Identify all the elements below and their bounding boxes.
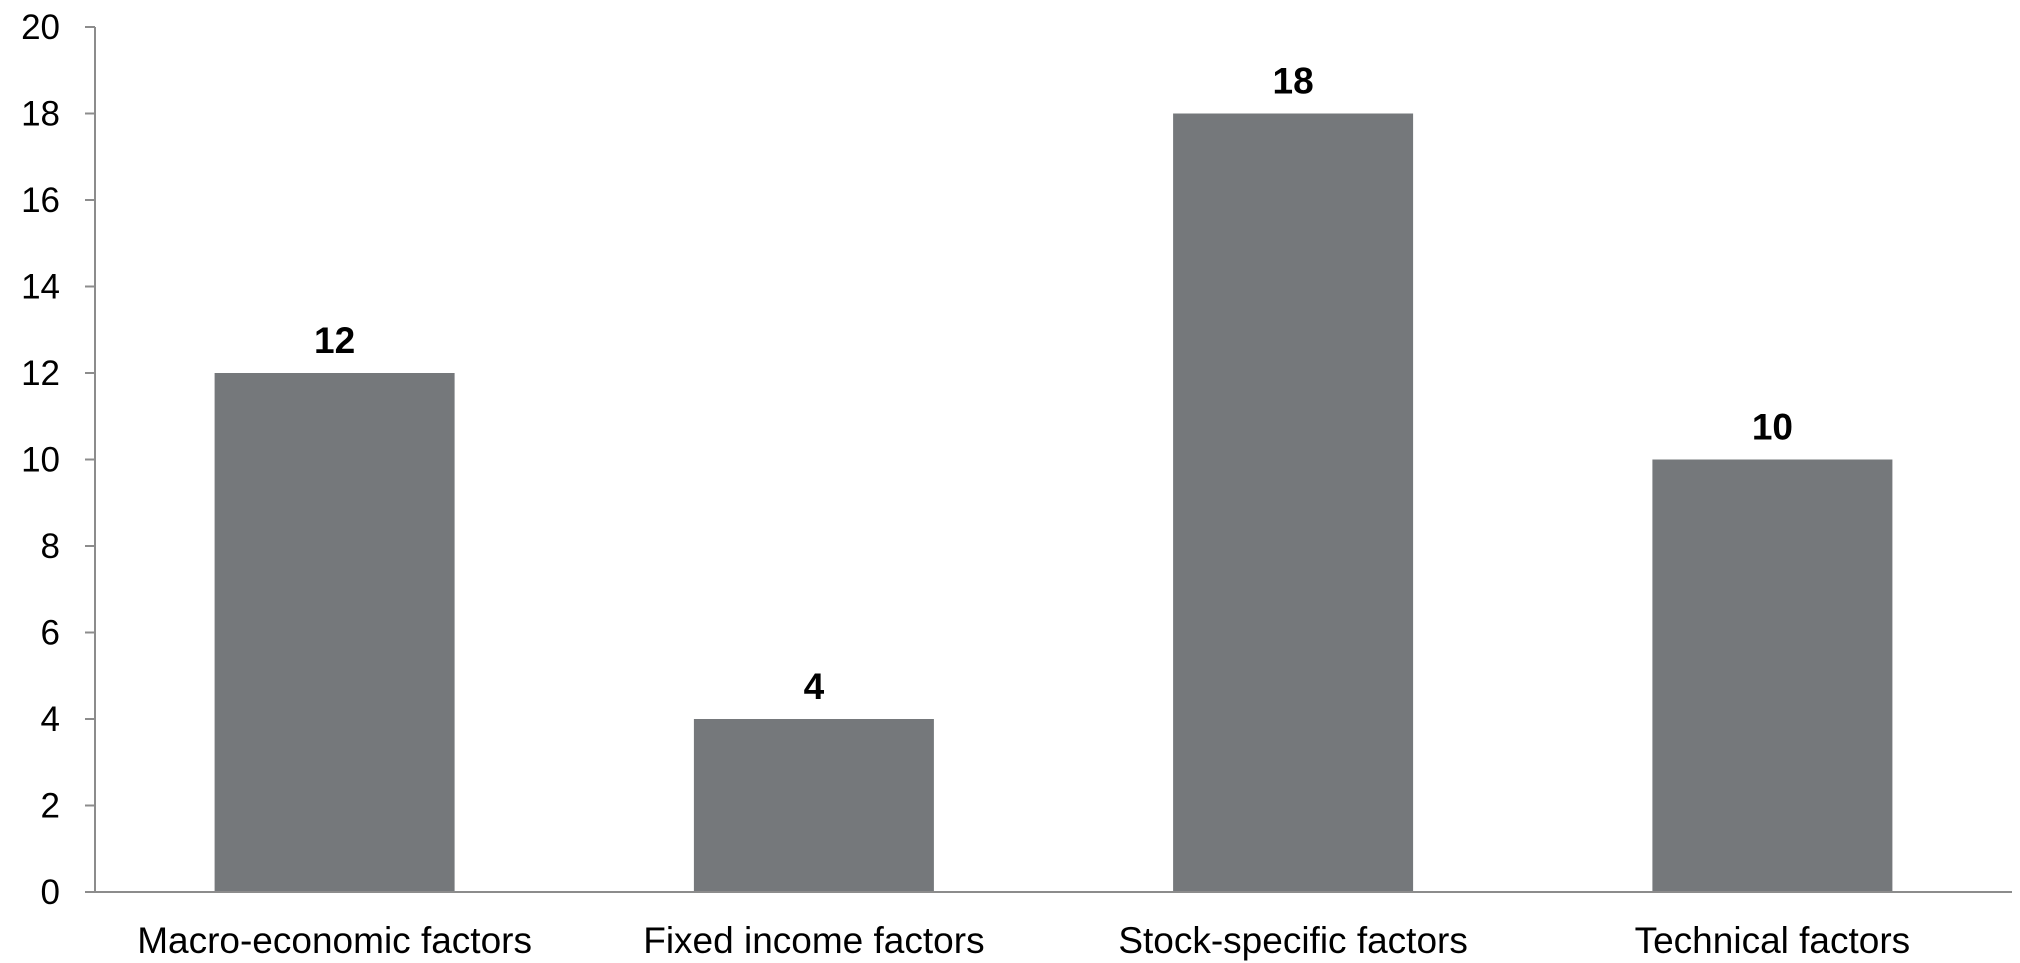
y-tick-label-3: 6 (41, 614, 60, 653)
bar-0 (214, 373, 455, 892)
bar-3 (1652, 459, 1893, 892)
category-label-1: Fixed income factors (643, 920, 984, 961)
data-label-0: 12 (314, 320, 355, 361)
category-label-2: Stock-specific factors (1118, 920, 1468, 961)
labels-layer: 12 Macro-economic factors 4 Fixed income fa… (21, 8, 1910, 961)
y-tick-label-2: 4 (41, 700, 60, 739)
bar-1 (693, 719, 934, 892)
y-tick-label-10: 20 (21, 8, 60, 47)
y-tick-label-5: 10 (21, 441, 60, 480)
category-label-3: Technical factors (1635, 920, 1911, 961)
bars-layer (214, 113, 1893, 892)
bar-2 (1173, 113, 1414, 892)
data-label-3: 10 (1752, 407, 1793, 448)
y-tick-label-9: 18 (21, 95, 60, 134)
y-tick-label-0: 0 (41, 873, 60, 912)
category-label-0: Macro-economic factors (137, 920, 532, 961)
y-tick-label-6: 12 (21, 354, 60, 393)
axes-layer (85, 26, 2012, 893)
y-tick-label-8: 16 (21, 181, 60, 220)
data-label-2: 18 (1273, 61, 1314, 102)
y-tick-label-7: 14 (21, 268, 60, 307)
y-tick-label-4: 8 (41, 527, 60, 566)
y-tick-label-1: 2 (41, 787, 60, 826)
data-label-1: 4 (804, 666, 825, 707)
